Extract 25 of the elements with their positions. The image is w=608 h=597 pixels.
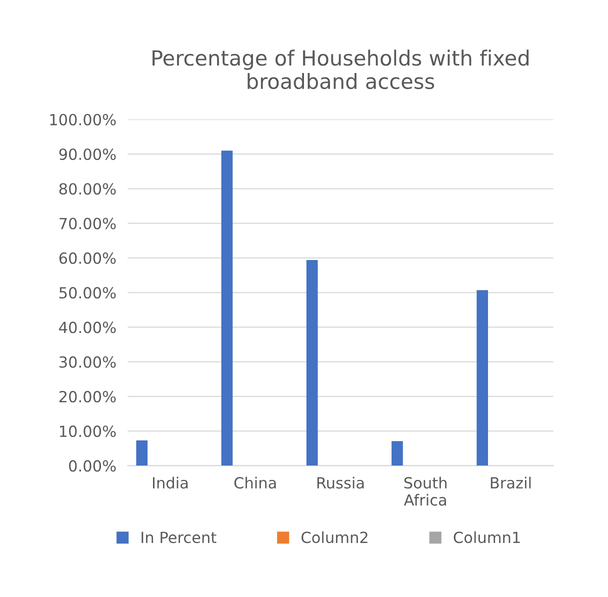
- bar: [136, 440, 148, 466]
- bar: [221, 150, 233, 466]
- legend-label: Column2: [302, 531, 368, 544]
- y-tick-label: 20.00%: [59, 390, 116, 402]
- x-tick-label: South Africa: [404, 476, 447, 506]
- y-tick-label: 50.00%: [59, 286, 116, 299]
- bar: [306, 260, 318, 466]
- y-tick-label: 70.00%: [60, 218, 116, 230]
- bar: [392, 441, 403, 466]
- y-tick-label: 10.00%: [60, 426, 116, 438]
- y-tick-label: 60.00%: [59, 252, 116, 264]
- y-tick-label: 80.00%: [59, 183, 116, 195]
- y-tick-label: 30.00%: [59, 356, 116, 368]
- bar: [476, 290, 488, 466]
- x-tick-label: Russia: [317, 476, 364, 489]
- x-tick-label: Brazil: [490, 476, 531, 489]
- x-tick-label: China: [234, 476, 276, 489]
- y-tick-label: 100.00%: [50, 114, 116, 126]
- y-tick-label: 0.00%: [69, 460, 116, 472]
- y-tick-label: 90.00%: [59, 148, 116, 160]
- chart-title: Percentage of Households with fixed broadband access: [152, 50, 529, 90]
- legend-label: In Percent: [142, 532, 216, 544]
- legend-label: Column1: [454, 531, 520, 544]
- y-tick-label: 40.00%: [59, 322, 116, 334]
- x-tick-label: India: [152, 476, 188, 489]
